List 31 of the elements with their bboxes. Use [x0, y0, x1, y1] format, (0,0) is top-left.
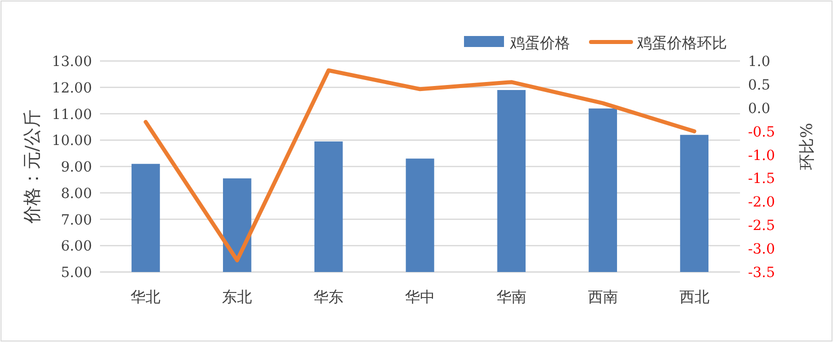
- y-tick-label: 8.00: [60, 186, 92, 202]
- y-tick-label: 6.00: [60, 238, 92, 255]
- y2-tick-label: -3.0: [748, 242, 775, 258]
- y-tick-label: 11.00: [52, 106, 92, 123]
- y-tick-label: 12.00: [52, 80, 92, 96]
- x-tick-label: 西南: [588, 288, 618, 306]
- y-tick-label: 13.00: [52, 54, 92, 70]
- y2-tick-label: -0.5: [748, 124, 775, 140]
- y2-tick-label: -1.5: [748, 171, 775, 188]
- line-series: [144, 68, 696, 262]
- x-tick-label: 华北: [130, 288, 161, 306]
- y2-tick-label: -1.0: [748, 148, 775, 164]
- y2-tick-label: 0.0: [748, 100, 770, 117]
- x-tick-label: 华东: [314, 288, 344, 306]
- x-tick-label: 西北: [679, 288, 710, 306]
- y-tick-label: 10.00: [52, 133, 92, 150]
- y2-tick-label: 0.5: [748, 77, 770, 94]
- y-tick-label: 5.00: [60, 265, 92, 281]
- y-tick-label: 7.00: [60, 212, 92, 228]
- x-tick-label: 华中: [405, 288, 435, 306]
- y-axis-title: 价格：元/公斤: [22, 109, 43, 225]
- legend-label: 鸡蛋价格环比: [636, 34, 727, 52]
- x-tick-label: 东北: [222, 288, 252, 306]
- y2-axis-title: 环比%: [797, 122, 816, 170]
- y2-tick-label: 1.0: [748, 54, 770, 70]
- y2-tick-label: -3.5: [748, 265, 775, 281]
- y-tick-label: 9.00: [60, 160, 92, 176]
- y2-tick-label: -2.0: [748, 194, 775, 211]
- y2-tick-label: -2.5: [748, 218, 775, 234]
- x-tick-label: 华南: [496, 288, 526, 306]
- legend-label: 鸡蛋价格: [509, 34, 570, 52]
